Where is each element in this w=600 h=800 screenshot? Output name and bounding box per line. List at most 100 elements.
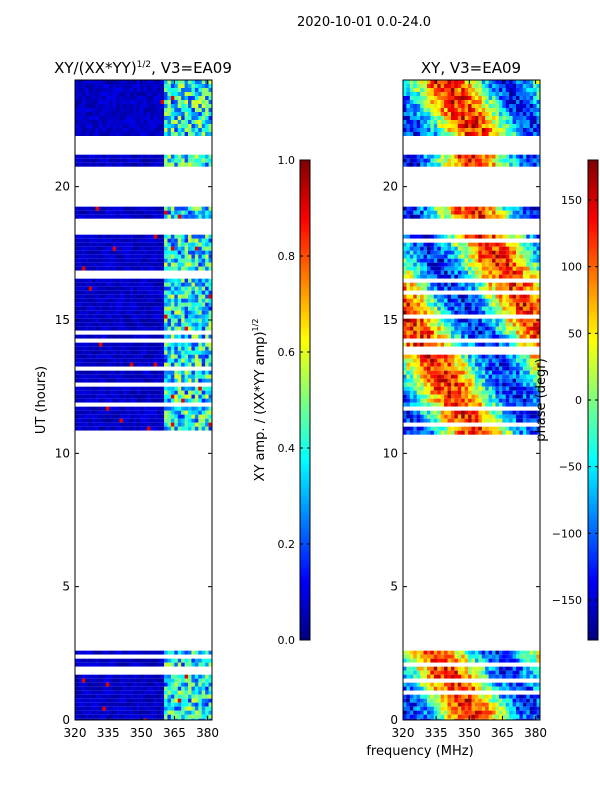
heatmap-cell (188, 658, 192, 663)
heatmap-cell (150, 202, 155, 207)
heatmap-cell (468, 274, 472, 279)
heatmap-cell (95, 698, 100, 703)
heatmap-cell (81, 154, 86, 159)
heatmap-cell (95, 346, 100, 351)
heatmap-cell (444, 678, 448, 683)
heatmap-cell (109, 286, 114, 291)
heatmap-cell (522, 702, 527, 707)
heatmap-cell (519, 274, 524, 279)
heatmap-cell (164, 698, 168, 703)
heatmap-cell (177, 262, 182, 267)
heatmap-cell (502, 258, 507, 263)
heatmap-cell (122, 274, 127, 279)
heatmap-cell (184, 286, 189, 291)
heatmap-cell (75, 350, 79, 355)
heatmap-cell (201, 124, 206, 128)
heatmap-cell (105, 96, 110, 100)
heatmap-cell (143, 294, 148, 299)
heatmap-cell (109, 302, 114, 307)
heatmap-cell (146, 366, 151, 371)
heatmap-cell (177, 690, 182, 695)
heatmap-cell (105, 202, 110, 207)
heatmap-cell (406, 678, 411, 683)
heatmap-cell (205, 330, 209, 335)
heatmap-cell (481, 234, 486, 239)
heatmap-cell (170, 370, 175, 375)
heatmap-cell (184, 678, 189, 683)
heatmap-cell (516, 262, 520, 267)
heatmap-cell (146, 286, 151, 291)
heatmap-cell (174, 654, 179, 659)
heatmap-cell (78, 702, 83, 707)
heatmap-cell (157, 390, 162, 395)
heatmap-cell (536, 294, 540, 299)
heatmap-cell (430, 710, 435, 715)
heatmap-cell (454, 274, 459, 279)
heatmap-cell (92, 406, 96, 411)
heatmap-cell (440, 666, 445, 671)
heatmap-cell (109, 378, 114, 383)
heatmap-cell (150, 234, 155, 239)
heatmap-cell (181, 658, 185, 663)
heatmap-cell (136, 338, 141, 343)
heatmap-cell (522, 294, 527, 299)
heatmap-cell (184, 658, 189, 663)
heatmap-cell (75, 362, 79, 367)
heatmap-cell (208, 714, 212, 719)
heatmap-cell (454, 678, 459, 683)
heatmap-cell (454, 682, 459, 687)
heatmap-cell (502, 242, 507, 247)
heatmap-cell (116, 410, 120, 415)
heatmap-cell (129, 318, 134, 323)
heatmap-cell (85, 362, 90, 367)
heatmap-cell (170, 250, 175, 255)
heatmap-cell (447, 670, 452, 675)
heatmap-cell (164, 128, 168, 132)
heatmap-cell (143, 342, 148, 347)
heatmap-cell (502, 702, 507, 707)
heatmap-cell (92, 266, 96, 271)
heatmap-cell (188, 322, 192, 327)
heatmap-cell (98, 302, 103, 307)
heatmap-cell (157, 250, 162, 255)
heatmap-cell (109, 310, 114, 315)
heatmap-cell (474, 250, 479, 255)
heatmap-cell (85, 298, 90, 303)
heatmap-cell (457, 294, 462, 299)
heatmap-cell (509, 262, 513, 267)
heatmap-cell (140, 302, 144, 307)
heatmap-cell (194, 658, 199, 663)
heatmap-cell (201, 658, 206, 663)
heatmap-cell (95, 278, 100, 283)
heatmap-cell (502, 666, 507, 671)
heatmap-cell (464, 234, 469, 239)
heatmap-cell (440, 686, 445, 691)
heatmap-cell (174, 298, 179, 303)
heatmap-cell (112, 678, 117, 683)
heatmap-cell (160, 202, 165, 207)
heatmap-cell (191, 250, 196, 255)
heatmap-cell (88, 128, 93, 132)
heatmap-cell (119, 354, 124, 359)
heatmap-cell (116, 366, 120, 371)
heatmap-cell (471, 718, 476, 720)
heatmap-cell (464, 694, 469, 699)
heatmap-cell (143, 694, 148, 699)
heatmap-cell (109, 402, 114, 407)
heatmap-cell (177, 346, 182, 351)
heatmap-cell (129, 158, 134, 163)
heatmap-cell (461, 706, 466, 711)
heatmap-cell (205, 254, 209, 259)
heatmap-cell (194, 422, 199, 427)
heatmap-cell (167, 678, 172, 683)
heatmap-cell (102, 234, 107, 239)
heatmap-cell (177, 718, 182, 720)
heatmap-cell (164, 112, 168, 116)
heatmap-cell (481, 718, 486, 720)
heatmap-cell (174, 398, 179, 403)
heatmap-cell (198, 382, 203, 387)
heatmap-cell (420, 234, 424, 239)
heatmap-cell (102, 698, 107, 703)
heatmap-cell (170, 374, 175, 379)
heatmap-cell (461, 266, 466, 271)
